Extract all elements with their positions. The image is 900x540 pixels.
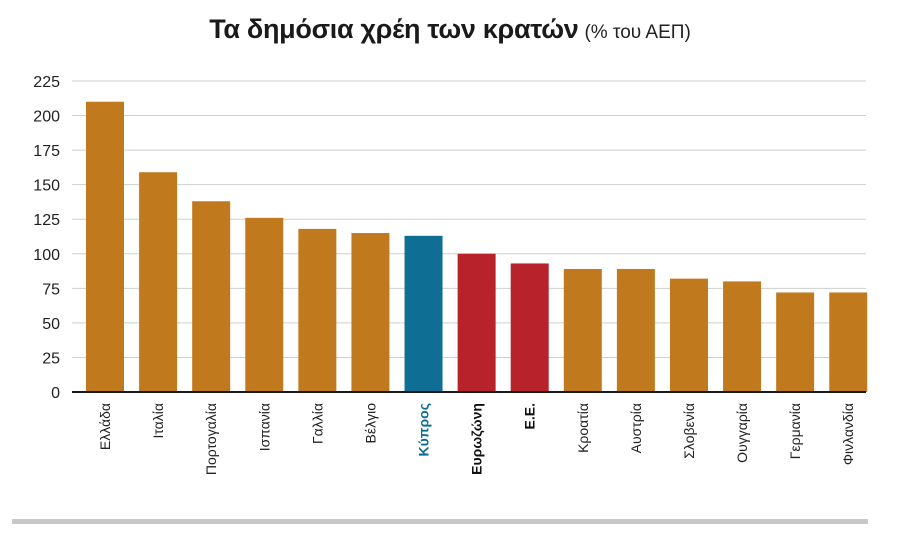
x-tick-label: Βέλγιο [362,403,378,444]
x-tick-label: Ευρωζώνη [469,403,485,475]
x-tick-label: Ε.Ε. [522,403,538,429]
x-tick-label: Ιταλία [150,403,166,439]
y-tick-label: 100 [33,247,60,264]
y-tick-label: 125 [33,212,60,229]
y-tick-label: 150 [33,178,60,195]
y-tick-label: 75 [42,281,60,298]
y-tick-label: 225 [33,74,60,91]
chart-title: Τα δημόσια χρέη των κρατών [209,14,579,44]
chart-subtitle: (% του ΑΕΠ) [584,22,691,43]
bar [669,278,708,392]
y-tick-label: 0 [51,385,60,402]
bar [723,281,762,392]
x-tick-label: Φινλανδία [840,403,856,465]
bar [457,253,496,392]
bar [829,292,868,392]
bar [351,233,390,392]
bar [86,101,124,392]
y-tick-label: 175 [33,143,60,160]
bar [563,268,602,392]
x-tick-label: Γερμανία [787,403,803,459]
x-tick-label: Ελλάδα [97,403,113,450]
bar [192,201,231,392]
bar [616,268,655,392]
x-tick-label: Σλοβενία [681,403,697,459]
x-tick-label: Αυστρία [628,403,644,453]
y-tick-label: 50 [42,316,60,333]
x-tick-label: Ουγγαρία [734,403,750,463]
x-tick-label: Κύπρος [416,403,432,456]
bar [298,228,337,392]
y-tick-label: 200 [33,109,60,126]
bar [776,292,815,392]
chart-title-block: Τα δημόσια χρέη των κρατών (% του ΑΕΠ) [0,14,900,45]
x-tick-label: Κροατία [575,403,591,453]
bottom-divider [12,519,868,524]
x-tick-label: Πορτογαλία [203,403,219,475]
bar [510,263,549,392]
bar [404,235,443,392]
bar [245,217,284,392]
x-tick-label: Ισπανία [256,403,272,451]
y-tick-label: 25 [42,350,60,367]
x-tick-label: Γαλλία [309,403,325,444]
bar [139,172,178,392]
